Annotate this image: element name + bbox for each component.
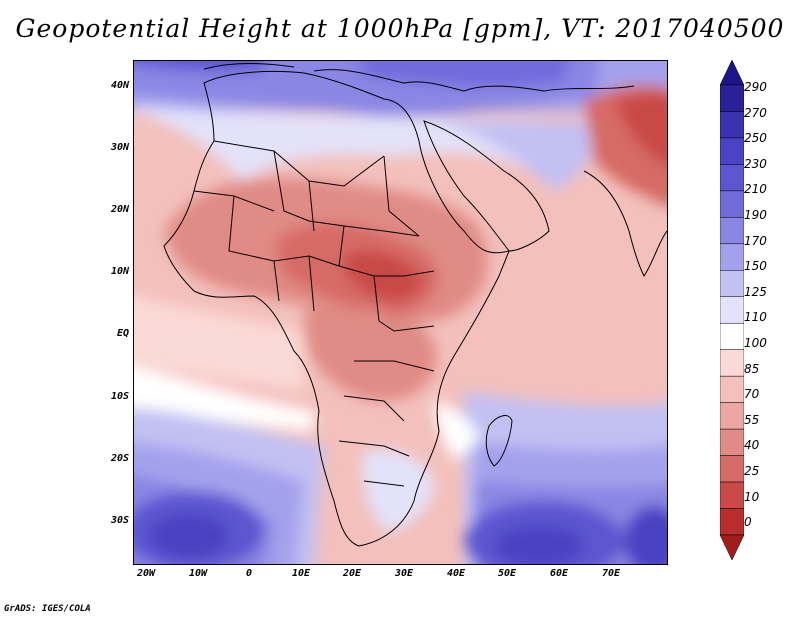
y-tick-label: 20N [110, 204, 129, 215]
x-tick-label: 30E [394, 568, 414, 579]
x-tick-label: 10E [291, 568, 311, 579]
madagascar-coastline [485, 415, 513, 467]
india-coastline [583, 170, 667, 277]
colorbar-label: 170 [744, 234, 767, 248]
colorbar-band [720, 296, 744, 324]
colorbar-label: 250 [744, 131, 767, 145]
colorbar-label: 270 [744, 106, 767, 120]
colorbar-top-arrow [720, 60, 744, 86]
y-tick-label: 40N [110, 80, 129, 91]
colorbar-band [720, 137, 744, 165]
x-tick-label: 20W [136, 568, 156, 579]
x-tick-label: 10W [188, 568, 208, 579]
map-frame [133, 60, 668, 565]
height-field [134, 61, 667, 564]
europe-coastline [203, 63, 635, 92]
colorbar-label: 70 [744, 387, 760, 401]
y-tick-label: 30N [110, 142, 129, 153]
colorbar-band [720, 190, 744, 218]
colorbar-bands [720, 84, 744, 536]
y-tick-label: 10S [110, 391, 129, 402]
colorbar-band [720, 84, 744, 112]
africa-coastline [163, 70, 510, 547]
chart-title: Geopotential Height at 1000hPa [gpm], VT… [15, 14, 785, 43]
colorbar-band [720, 322, 744, 350]
colorbar-label: 25 [744, 464, 760, 478]
colorbar-label: 0 [744, 515, 752, 529]
colorbar-label: 190 [744, 208, 767, 222]
colorbar-band [720, 375, 744, 403]
arabia-coastline [423, 120, 550, 252]
country-border [193, 140, 435, 487]
colorbar-label: 230 [744, 157, 767, 171]
geopotential-map [134, 61, 667, 564]
x-tick-label: 70E [601, 568, 621, 579]
y-tick-label: 20S [110, 453, 129, 464]
x-tick-label: 50E [497, 568, 517, 579]
colorbar-label: 10 [744, 490, 760, 504]
colorbar-band [720, 217, 744, 245]
coastlines [163, 63, 667, 547]
colorbar-band [720, 455, 744, 483]
colorbar [720, 60, 744, 560]
y-tick-label: EQ [116, 328, 129, 339]
colorbar-label: 150 [744, 259, 767, 273]
x-tick-label: 20E [342, 568, 362, 579]
colorbar-band [720, 508, 744, 536]
colorbar-band [720, 402, 744, 430]
colorbar-band [720, 428, 744, 456]
colorbar-label: 55 [744, 413, 760, 427]
x-tick-label: 0 [245, 568, 253, 579]
colorbar-label: 290 [744, 80, 767, 94]
colorbar-bottom-arrow [720, 534, 744, 560]
colorbar-band [720, 111, 744, 139]
colorbar-label: 110 [744, 310, 767, 324]
colorbar-band [720, 349, 744, 377]
colorbar-label: 40 [744, 438, 760, 452]
colorbar-band [720, 481, 744, 509]
colorbar-label: 210 [744, 182, 767, 196]
footer-credit: GrADS: IGES/COLA [4, 604, 91, 614]
colorbar-label: 85 [744, 362, 760, 376]
colorbar-band [720, 270, 744, 298]
colorbar-label: 125 [744, 285, 767, 299]
colorbar-band [720, 164, 744, 192]
y-tick-label: 30S [110, 515, 129, 526]
colorbar-band [720, 243, 744, 271]
colorbar-label: 100 [744, 336, 767, 350]
x-tick-label: 40E [446, 568, 466, 579]
x-tick-label: 60E [549, 568, 569, 579]
y-tick-label: 10N [110, 266, 129, 277]
